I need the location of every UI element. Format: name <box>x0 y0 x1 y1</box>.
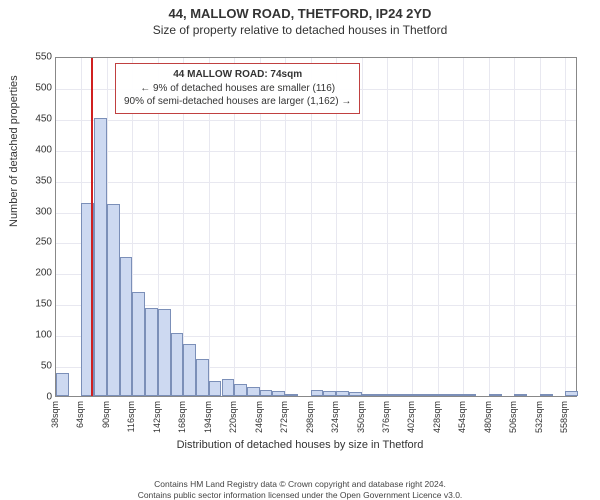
x-tick: 532sqm <box>534 401 544 433</box>
histogram-bar <box>349 392 362 396</box>
histogram-bar <box>107 204 120 396</box>
histogram-bar <box>540 394 553 396</box>
x-tick: 402sqm <box>406 401 416 433</box>
x-tick: 376sqm <box>381 401 391 433</box>
footer-line2: Contains public sector information licen… <box>0 490 600 500</box>
histogram-bar <box>362 394 375 396</box>
x-axis-label: Distribution of detached houses by size … <box>0 439 600 451</box>
histogram-bar <box>222 379 235 396</box>
x-tick: 298sqm <box>305 401 315 433</box>
y-tick: 0 <box>12 392 52 403</box>
y-tick: 200 <box>12 268 52 279</box>
gridline-h <box>56 151 576 152</box>
y-tick: 450 <box>12 113 52 124</box>
histogram-bar <box>438 394 451 396</box>
histogram-bar <box>412 394 425 396</box>
gridline-h <box>56 120 576 121</box>
histogram-bar <box>132 292 145 396</box>
histogram-bar <box>336 391 349 396</box>
histogram-bar <box>260 390 273 396</box>
gridline-v <box>565 58 566 396</box>
histogram-bar <box>463 394 476 396</box>
x-tick: 272sqm <box>279 401 289 433</box>
histogram-bar <box>514 394 527 396</box>
x-tick: 142sqm <box>152 401 162 433</box>
histogram-bar <box>489 394 502 396</box>
histogram-bar <box>158 309 171 396</box>
histogram-bar <box>311 390 324 396</box>
annotation-line2: ← 9% of detached houses are smaller (116… <box>124 82 351 96</box>
gridline-h <box>56 213 576 214</box>
gridline-h <box>56 182 576 183</box>
histogram-bar <box>285 394 298 396</box>
histogram-bar <box>183 344 196 396</box>
histogram-bar <box>425 394 438 396</box>
histogram-bar <box>234 384 247 396</box>
histogram-bar <box>145 308 158 396</box>
histogram-bar <box>171 333 184 396</box>
y-tick: 400 <box>12 144 52 155</box>
gridline-v <box>387 58 388 396</box>
x-tick: 38sqm <box>50 401 60 428</box>
x-tick: 454sqm <box>457 401 467 433</box>
y-tick: 250 <box>12 237 52 248</box>
histogram-bar <box>272 391 285 396</box>
histogram-bar <box>247 387 260 396</box>
gridline-v <box>514 58 515 396</box>
footer-line1: Contains HM Land Registry data © Crown c… <box>0 479 600 490</box>
histogram-bar <box>120 257 133 396</box>
y-tick: 150 <box>12 299 52 310</box>
histogram-bar <box>565 391 578 396</box>
footer: Contains HM Land Registry data © Crown c… <box>0 479 600 500</box>
x-tick: 64sqm <box>75 401 85 428</box>
histogram-bar <box>196 359 209 396</box>
y-tick: 100 <box>12 330 52 341</box>
gridline-v <box>540 58 541 396</box>
gridline-h <box>56 274 576 275</box>
annotation-line3: 90% of semi-detached houses are larger (… <box>124 95 351 109</box>
histogram-bar <box>374 394 387 396</box>
y-tick: 350 <box>12 175 52 186</box>
histogram-bar <box>400 394 413 396</box>
x-tick: 168sqm <box>177 401 187 433</box>
x-tick: 194sqm <box>203 401 213 433</box>
gridline-v <box>412 58 413 396</box>
histogram-bar <box>209 381 222 396</box>
histogram-chart: Number of detached properties 0501001502… <box>0 37 600 437</box>
histogram-bar <box>94 118 107 396</box>
y-tick: 300 <box>12 206 52 217</box>
histogram-bar <box>56 373 69 396</box>
histogram-bar <box>451 394 464 396</box>
x-tick: 246sqm <box>254 401 264 433</box>
annotation-box: 44 MALLOW ROAD: 74sqm ← 9% of detached h… <box>115 63 360 114</box>
x-tick: 428sqm <box>432 401 442 433</box>
x-tick: 558sqm <box>559 401 569 433</box>
page-subtitle: Size of property relative to detached ho… <box>0 23 600 37</box>
y-tick: 50 <box>12 361 52 372</box>
annotation-line1: 44 MALLOW ROAD: 74sqm <box>124 68 351 82</box>
x-tick: 116sqm <box>126 401 136 432</box>
x-tick: 324sqm <box>330 401 340 433</box>
histogram-bar <box>323 391 336 396</box>
page-title: 44, MALLOW ROAD, THETFORD, IP24 2YD <box>0 6 600 21</box>
gridline-v <box>463 58 464 396</box>
x-tick: 90sqm <box>101 401 111 428</box>
gridline-v <box>489 58 490 396</box>
y-tick: 550 <box>12 52 52 63</box>
marker-line <box>91 58 93 396</box>
gridline-h <box>56 243 576 244</box>
y-tick: 500 <box>12 82 52 93</box>
gridline-v <box>438 58 439 396</box>
histogram-bar <box>387 394 400 396</box>
x-tick: 480sqm <box>483 401 493 433</box>
gridline-v <box>362 58 363 396</box>
x-tick: 220sqm <box>228 401 238 433</box>
x-tick: 350sqm <box>356 401 366 433</box>
x-tick: 506sqm <box>508 401 518 433</box>
